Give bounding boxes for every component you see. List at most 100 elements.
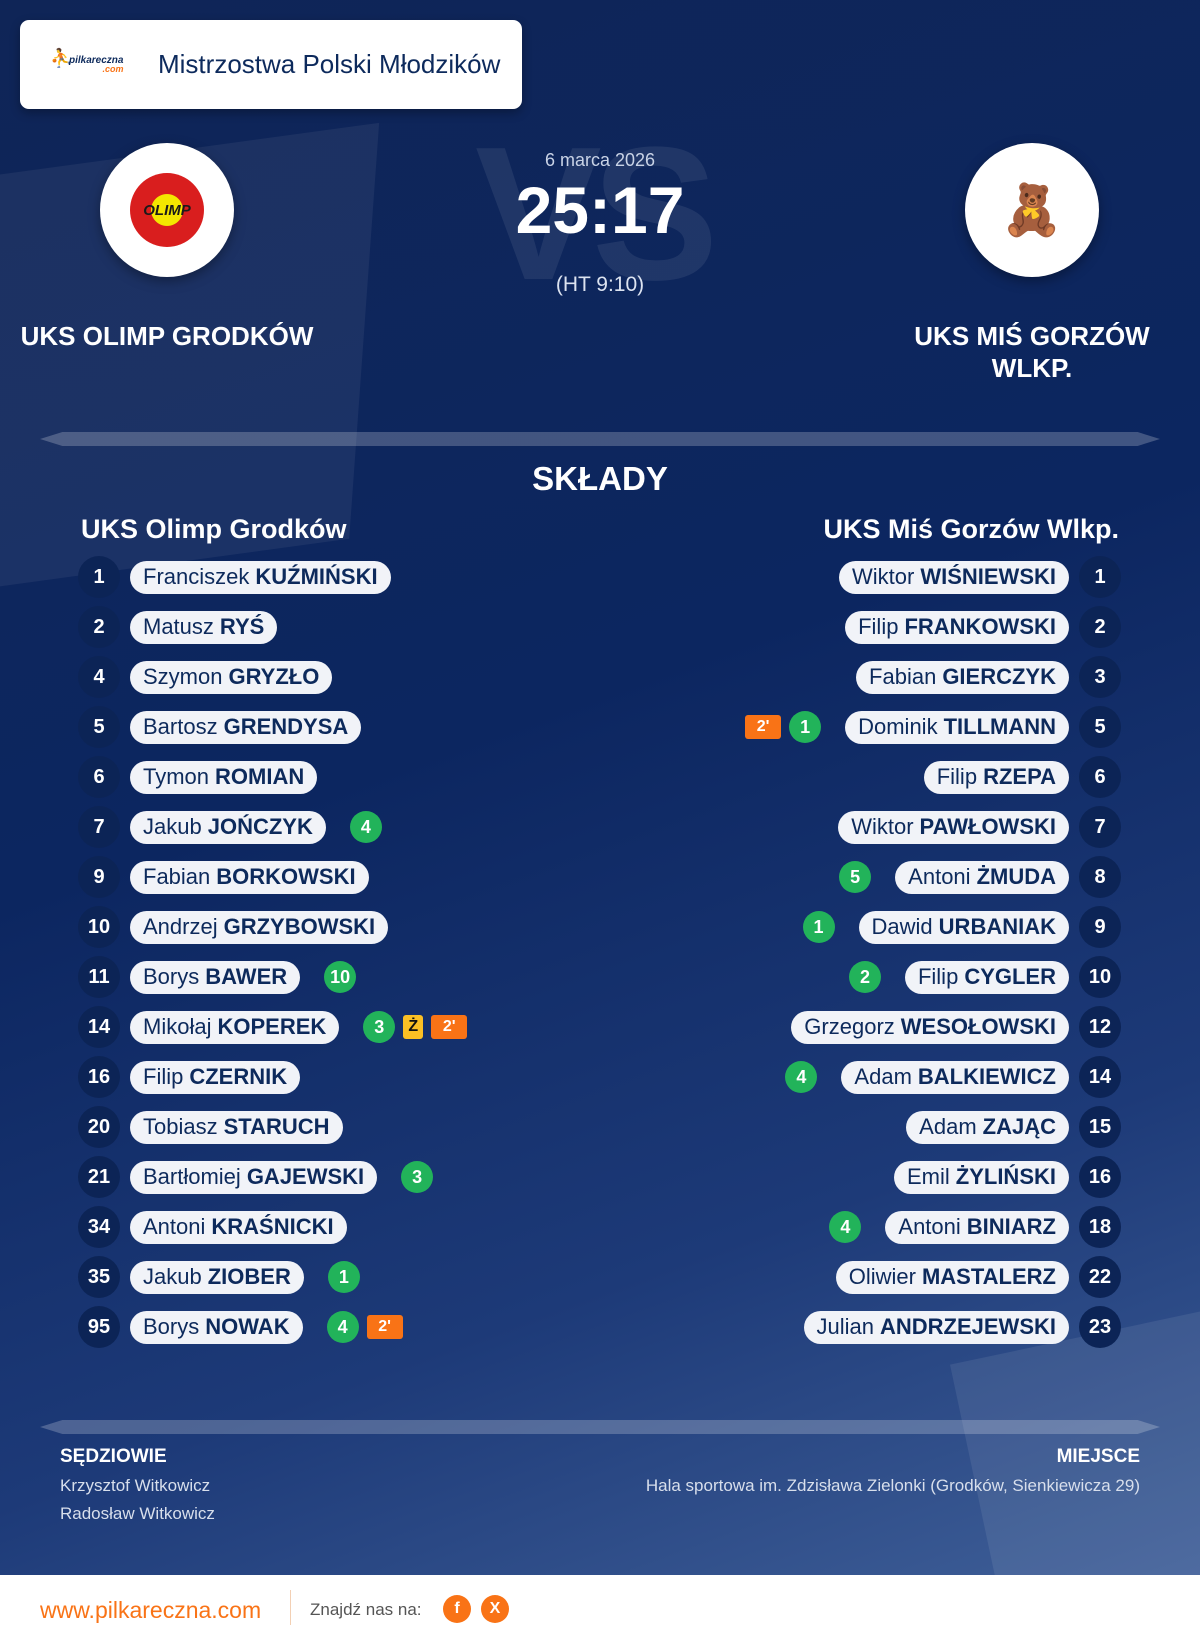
player-name: Oliwier MASTALERZ (835, 1260, 1069, 1294)
player-row: 2 Filip CYGLER 10 (848, 956, 1121, 998)
official-name: Radosław Witkowicz (60, 1504, 215, 1523)
x-icon[interactable]: X (481, 1595, 509, 1623)
first-name: Adam (854, 1064, 912, 1089)
shirt-number: 14 (1079, 1056, 1121, 1098)
player-name: Borys NOWAK (130, 1310, 303, 1344)
goals-badge: 10 (324, 961, 357, 993)
suspension-badge: 2' (431, 1015, 468, 1039)
player-name: Tymon ROMIAN (130, 760, 318, 794)
player-name: Filip CZERNIK (130, 1060, 301, 1094)
player-row: 34 Antoni KRAŚNICKI (78, 1206, 347, 1248)
shirt-number: 9 (1079, 906, 1121, 948)
last-name: NOWAK (205, 1314, 290, 1339)
player-row: 95 Borys NOWAK 4 2' (78, 1306, 403, 1348)
shirt-number: 23 (1079, 1306, 1121, 1348)
first-name: Mikołaj (143, 1014, 212, 1039)
last-name: GAJEWSKI (246, 1164, 365, 1189)
first-name: Szymon (143, 664, 223, 689)
player-row: 21 Bartłomiej GAJEWSKI 3 (78, 1156, 434, 1198)
first-name: Bartosz (143, 714, 218, 739)
shirt-number: 35 (78, 1256, 120, 1298)
first-name: Matusz (143, 614, 214, 639)
last-name: WIŚNIEWSKI (920, 564, 1056, 589)
final-score: 25:17 (515, 173, 685, 247)
player-name: Bartłomiej GAJEWSKI (130, 1160, 378, 1194)
shirt-number: 6 (1079, 756, 1121, 798)
first-name: Grzegorz (804, 1014, 895, 1039)
match-graphic: VS ⛹ pilkareczna .com Mistrzostwa Polski M… (0, 0, 1200, 1575)
player-name: Antoni ŻMUDA (895, 860, 1069, 894)
last-name: KOPEREK (217, 1014, 327, 1039)
divider (40, 1420, 1160, 1434)
player-row: Wiktor WIŚNIEWSKI 1 (839, 556, 1121, 598)
first-name: Tobiasz (143, 1114, 218, 1139)
goals-badge: 3 (401, 1161, 434, 1193)
first-name: Oliwier (848, 1264, 916, 1289)
player-row: 5 Antoni ŻMUDA 8 (839, 856, 1121, 898)
shirt-number: 2 (78, 606, 120, 648)
player-name: Fabian BORKOWSKI (130, 860, 369, 894)
player-name: Adam ZAJĄC (906, 1110, 1069, 1144)
first-name: Franciszek (143, 564, 250, 589)
away-crest: 🧸 (965, 143, 1099, 277)
player-name: Matusz RYŚ (130, 610, 278, 644)
player-name: Grzegorz WESOŁOWSKI (791, 1010, 1069, 1044)
first-name: Andrzej (143, 914, 218, 939)
bear-logo-icon: 🧸 (1000, 181, 1064, 238)
goals-badge: 2 (848, 961, 881, 993)
shirt-number: 6 (78, 756, 120, 798)
shirt-number: 14 (78, 1006, 120, 1048)
shirt-number: 10 (78, 906, 120, 948)
facebook-icon[interactable]: f (443, 1595, 471, 1623)
suspension-badge: 2' (366, 1315, 403, 1339)
competition-card: ⛹ pilkareczna .com Mistrzostwa Polski Młod… (20, 20, 522, 109)
halftime-score: (HT 9:10) (555, 273, 645, 296)
away-lineup-heading: UKS Miś Gorzów Wlkp. (823, 514, 1119, 544)
shirt-number: 12 (1079, 1006, 1121, 1048)
player-name: Tobiasz STARUCH (130, 1110, 343, 1144)
shirt-number: 11 (78, 956, 120, 998)
player-row: 16 Filip CZERNIK (78, 1056, 301, 1098)
first-name: Filip (143, 1064, 184, 1089)
last-name: GRYZŁO (228, 664, 320, 689)
vs-watermark: VS (475, 108, 718, 320)
player-name: Jakub JOŃCZYK (130, 810, 326, 844)
shirt-number: 2 (1079, 606, 1121, 648)
player-row: Emil ŻYLIŃSKI 16 (893, 1156, 1121, 1198)
last-name: ZAJĄC (982, 1114, 1056, 1139)
player-row: 10 Andrzej GRZYBOWSKI (78, 906, 389, 948)
last-name: CYGLER (964, 964, 1056, 989)
last-name: ROMIAN (215, 764, 305, 789)
website-link[interactable]: www.pilkareczna.com (40, 1597, 262, 1623)
first-name: Filip (936, 764, 978, 789)
player-name: Antoni KRAŚNICKI (130, 1210, 347, 1244)
last-name: PAWŁOWSKI (919, 814, 1056, 839)
venue-label: MIEJSCE (1056, 1446, 1140, 1467)
player-name: Dominik TILLMANN (845, 710, 1069, 744)
first-name: Adam (919, 1114, 977, 1139)
first-name: Julian (816, 1314, 874, 1339)
shirt-number: 3 (1079, 656, 1121, 698)
player-row: Adam ZAJĄC 15 (906, 1106, 1121, 1148)
last-name: BALKIEWICZ (917, 1064, 1056, 1089)
player-name: Fabian GIERCZYK (856, 660, 1069, 694)
player-row: 4 Adam BALKIEWICZ 14 (785, 1056, 1121, 1098)
player-row: 11 Borys BAWER 10 (78, 956, 357, 998)
first-name: Antoni (143, 1214, 206, 1239)
last-name: URBANIAK (938, 914, 1056, 939)
player-row: 1 Dawid URBANIAK 9 (802, 906, 1121, 948)
shirt-number: 5 (78, 706, 120, 748)
player-row: Filip RZEPA 6 (923, 756, 1121, 798)
lineups-title: SKŁADY (532, 460, 668, 497)
suspension-badge: 2' (745, 715, 782, 739)
shirt-number: 1 (78, 556, 120, 598)
last-name: STARUCH (223, 1114, 330, 1139)
goals-badge: 4 (349, 811, 382, 843)
shirt-number: 21 (78, 1156, 120, 1198)
shirt-number: 7 (78, 806, 120, 848)
player-name: Franciszek KUŹMIŃSKI (130, 560, 391, 594)
player-name: Szymon GRYZŁO (130, 660, 333, 694)
first-name: Fabian (143, 864, 211, 889)
first-name: Tymon (143, 764, 210, 789)
goals-badge: 5 (839, 861, 872, 893)
